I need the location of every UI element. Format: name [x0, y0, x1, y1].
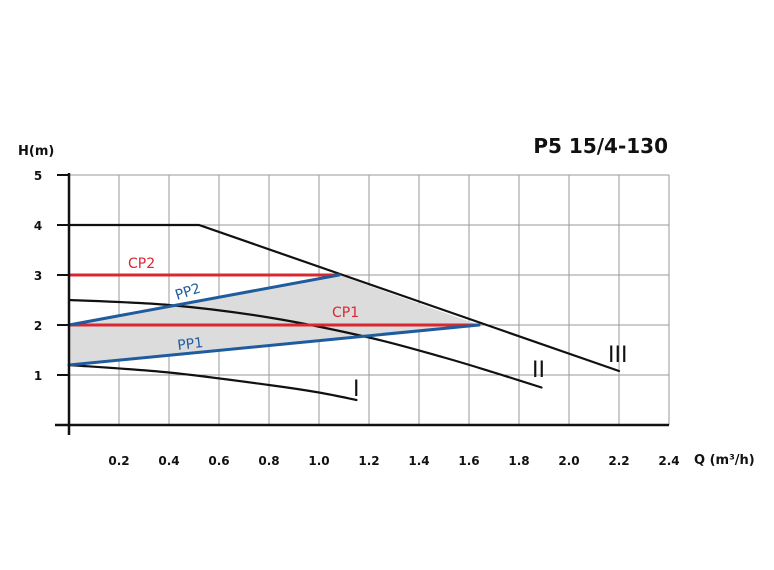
series-label-pp2: PP2 — [173, 281, 202, 304]
series-label-pp1: PP1 — [177, 335, 205, 354]
x-tick-label: 1.2 — [358, 454, 379, 468]
tick-labels: 0.2 0.4 0.6 0.8 1.0 1.2 1.4 1.6 1.8 2.0 2.2 2.4 1 2 3 4… — [34, 169, 680, 468]
x-tick-label: 0.2 — [108, 454, 129, 468]
axes — [55, 173, 669, 435]
series-label-cp2: CP2 — [128, 256, 155, 272]
y-tick-label: 1 — [34, 369, 42, 383]
series-line-iii — [67, 223, 621, 373]
x-tick-label: 2.4 — [658, 454, 679, 468]
chart-title: P5 15/4-130 — [533, 134, 668, 158]
x-tick-label: 1.4 — [408, 454, 429, 468]
series-lines — [67, 223, 621, 402]
y-axis-title: H(m) — [18, 144, 54, 159]
series-line-i — [67, 363, 358, 402]
series-label-i: I — [353, 377, 360, 402]
series-line-pp2 — [67, 273, 341, 327]
series-label-ii: II — [532, 358, 545, 383]
x-tick-label: 0.4 — [158, 454, 179, 468]
x-axis-title: Q (m³/h) — [694, 453, 755, 468]
x-tick-label: 1.6 — [458, 454, 479, 468]
y-tick-label: 2 — [34, 319, 42, 333]
y-tick-label: 3 — [34, 269, 42, 283]
x-tick-label: 2.0 — [558, 454, 579, 468]
operating-area-fill — [69, 275, 479, 365]
operating-area — [69, 275, 479, 365]
series-label-iii: III — [608, 343, 627, 368]
series-line-ii — [67, 298, 543, 389]
x-tick-label: 1.0 — [308, 454, 329, 468]
x-tick-label: 0.6 — [208, 454, 229, 468]
x-tick-label: 0.8 — [258, 454, 279, 468]
x-tick-label: 1.8 — [508, 454, 529, 468]
series-label-cp1: CP1 — [332, 305, 359, 321]
y-tick-label: 5 — [34, 169, 42, 183]
y-tick-label: 4 — [34, 219, 42, 233]
series-line-pp1 — [67, 323, 481, 367]
x-tick-label: 2.2 — [608, 454, 629, 468]
